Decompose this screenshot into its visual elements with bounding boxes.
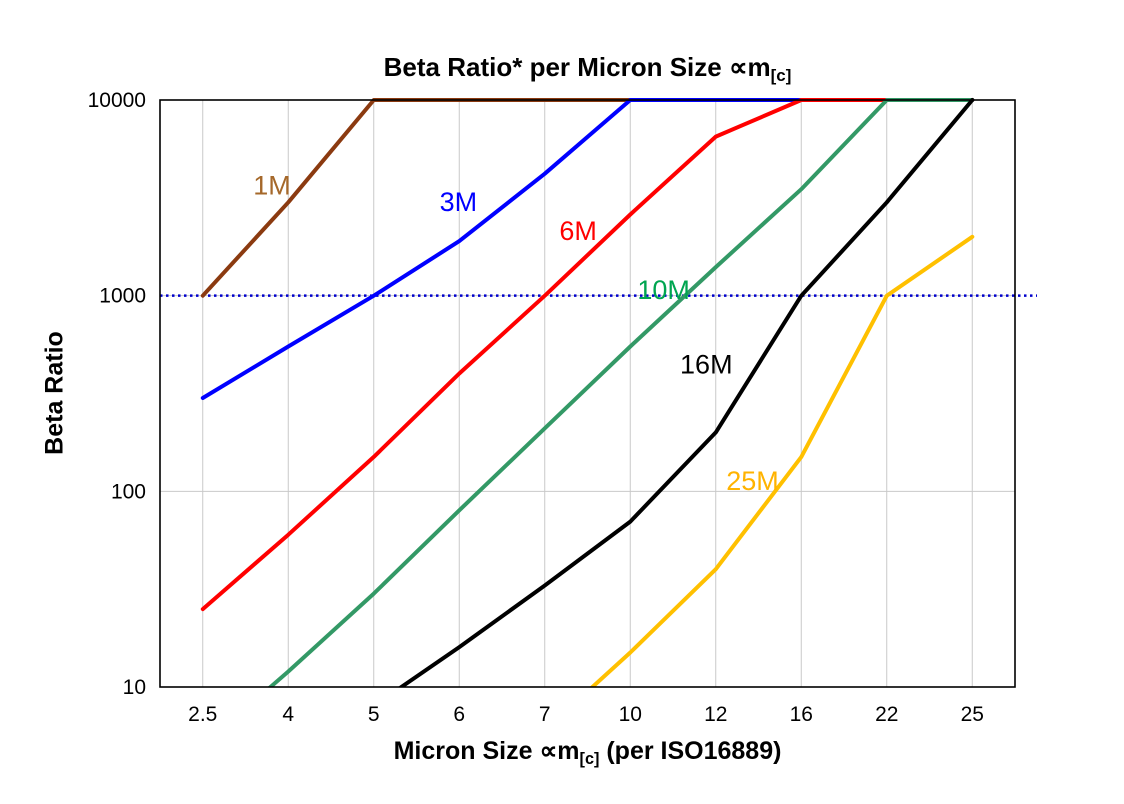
- series-label-25M: 25M: [726, 466, 779, 496]
- y-tick-label: 10000: [88, 89, 146, 112]
- x-tick-label: 4: [282, 703, 294, 726]
- x-tick-label: 22: [875, 703, 898, 726]
- series-label-10M: 10M: [637, 275, 690, 305]
- x-tick-label: 2.5: [188, 703, 217, 726]
- micron-symbol: ∝m: [728, 52, 771, 82]
- x-axis-label: Micron Size ∝m[c] (per ISO16889): [160, 736, 1015, 769]
- micron-symbol-x: ∝m: [539, 737, 580, 765]
- y-tick-label: 1000: [99, 285, 146, 308]
- micron-subscript-x: [c]: [579, 749, 600, 768]
- series-label-6M: 6M: [559, 216, 597, 246]
- plot-border: [159, 99, 1016, 688]
- x-axis-label-prefix: Micron Size: [393, 737, 540, 765]
- series-line-10M: [267, 98, 975, 687]
- series-group: [200, 98, 975, 687]
- x-axis-label-suffix: (per ISO16889): [599, 737, 782, 765]
- micron-subscript: [c]: [770, 66, 792, 86]
- chart-title: Beta Ratio* per Micron Size ∝m[c]: [160, 52, 1015, 86]
- x-tick-label: 12: [704, 703, 727, 726]
- series-line-25M: [589, 234, 975, 687]
- chart-title-text: Beta Ratio* per Micron Size: [383, 52, 729, 82]
- x-tick-label: 16: [790, 703, 813, 726]
- series-label-3M: 3M: [440, 187, 478, 217]
- series-label-16M: 16M: [680, 350, 733, 380]
- y-tick-label: 100: [111, 480, 146, 503]
- x-tick-label: 6: [453, 703, 465, 726]
- x-tick-label: 7: [539, 703, 551, 726]
- series-label-1M: 1M: [253, 171, 291, 201]
- x-tick-label: 10: [619, 703, 642, 726]
- series-line-16M: [397, 98, 975, 687]
- y-tick-label: 10: [123, 676, 146, 699]
- x-tick-label: 5: [368, 703, 380, 726]
- y-axis-label: Beta Ratio: [40, 331, 69, 455]
- x-tick-label: 25: [961, 703, 984, 726]
